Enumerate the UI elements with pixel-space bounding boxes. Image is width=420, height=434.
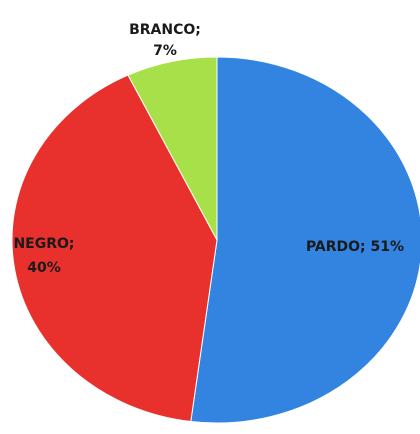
data-label-negro: NEGRO; 40% (13, 236, 74, 276)
pie-labels: PARDO; 51% NEGRO; 40% BRANCO; 7% (13, 22, 404, 276)
data-label-pardo: PARDO; 51% (306, 239, 404, 255)
pie-slices (11, 56, 420, 424)
data-label-branco: BRANCO; 7% (129, 22, 201, 59)
pie-slice-negro (11, 74, 218, 423)
pie-slice-branco (127, 56, 218, 241)
pie-slice-pardo (190, 56, 420, 424)
